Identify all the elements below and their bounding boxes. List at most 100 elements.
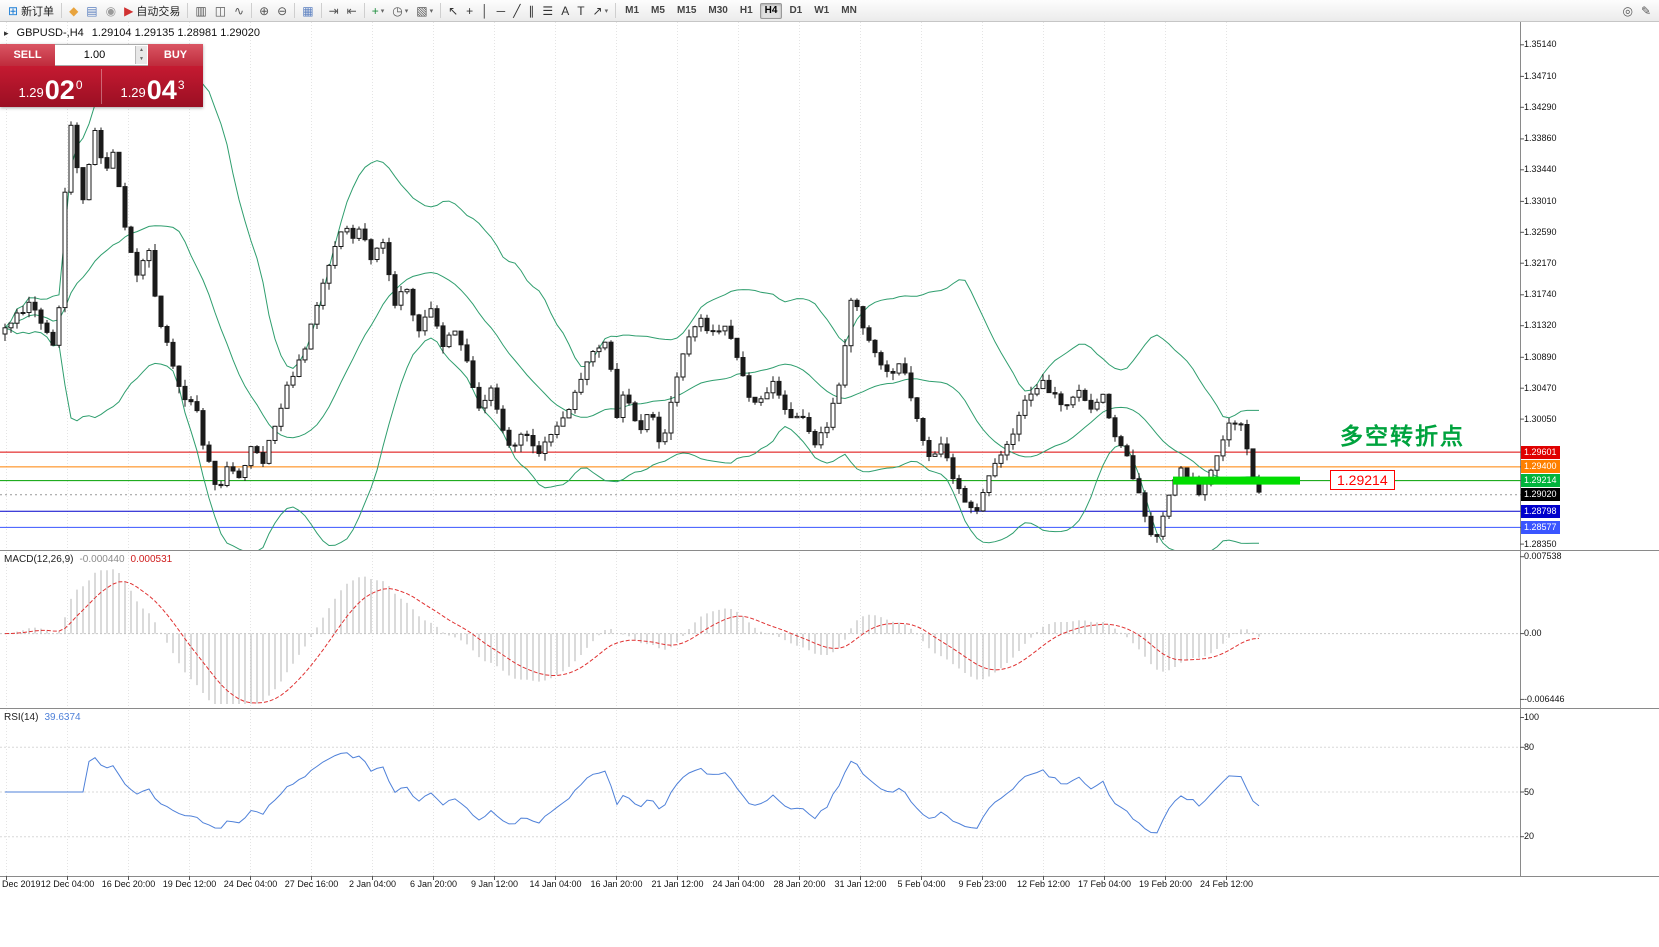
channel-icon: ∥ [528, 3, 535, 18]
volume-up-button[interactable]: ▲ [139, 47, 144, 53]
fibonacci-button[interactable]: ☰ [539, 1, 556, 20]
time-axis-label: 12 Feb 12:00 [1016, 879, 1071, 889]
trendline-button[interactable]: ╱ [510, 1, 523, 20]
time-axis-label: 24 Feb 12:00 [1199, 879, 1254, 889]
vertical-line-button[interactable]: │ [478, 1, 492, 20]
line-chart-button[interactable]: ∿ [231, 1, 247, 20]
candlestick-chart-button[interactable]: ◫ [212, 1, 229, 20]
timeframe-m1-button[interactable]: M1 [625, 4, 640, 16]
sell-button[interactable]: SELL [0, 44, 55, 66]
one-click-trading-panel: SELL ▲ ▼ BUY 1.29 02 0 1.29 04 3 [0, 44, 203, 107]
macd-axis-label: 0.007538 [1524, 551, 1562, 562]
autotrading-button[interactable]: ▶ 自动交易 [121, 1, 183, 20]
horizontal-line-button[interactable]: ─ [494, 1, 509, 20]
text-button[interactable]: A [558, 1, 572, 20]
price-axis-label: 1.33010 [1524, 195, 1557, 206]
candles [2, 121, 1262, 543]
search-button[interactable]: ◎ [1619, 1, 1635, 20]
volume-input[interactable] [55, 45, 148, 65]
time-axis-label: 17 Feb 04:00 [1077, 879, 1132, 889]
time-axis-label: 12 Dec 04:00 [40, 879, 95, 889]
auto-scroll-icon: ⇥ [328, 3, 339, 18]
dropdown-arrow-icon: ▾ [604, 7, 609, 15]
auto-scroll-button[interactable]: ⇥ [326, 1, 342, 20]
fibonacci-icon: ☰ [542, 3, 554, 18]
timeframe-d1-button[interactable]: D1 [789, 4, 803, 16]
timeframe-m30-button[interactable]: M30 [708, 4, 728, 16]
rsi-value: 39.6374 [44, 712, 81, 723]
arrows-button[interactable]: ↗ ▾ [590, 1, 612, 20]
new-order-button-label: 新订单 [21, 5, 55, 18]
rsi-axis-label: 100 [1524, 711, 1540, 722]
sell-price[interactable]: 1.29 02 0 [0, 66, 101, 107]
pencil-icon: ✎ [1640, 3, 1651, 18]
time-axis-label: 14 Jan 04:00 [529, 879, 582, 889]
price-axis-label: 1.34290 [1524, 101, 1557, 112]
news-button[interactable]: ◆ [66, 1, 81, 20]
toolbar-separator [187, 3, 189, 18]
buy-price-small: 1.29 [120, 85, 146, 100]
time-axis-label: 28 Jan 20:00 [773, 879, 826, 889]
price-axis-label: 1.32170 [1524, 257, 1557, 268]
indicators-icon: + [371, 3, 379, 18]
toolbar-separator [320, 3, 322, 18]
timeframe-h1-button[interactable]: H1 [739, 4, 753, 16]
channel-button[interactable]: ∥ [525, 1, 537, 20]
price-axis-badge: 1.29601 [1521, 445, 1560, 459]
price-axis-badge: 1.28798 [1521, 504, 1560, 518]
toolbar-separator [294, 3, 296, 18]
turning-point-annotation: 多空转折点 [1340, 423, 1465, 449]
timeframe-mn-button[interactable]: MN [841, 4, 857, 16]
sell-price-pip: 0 [75, 78, 83, 92]
indicators-button[interactable]: + ▾ [369, 1, 388, 20]
buy-price[interactable]: 1.29 04 3 [102, 66, 203, 107]
trade-panel-divider [101, 69, 102, 104]
dropdown-arrow-icon: ▾ [380, 7, 385, 15]
buy-button[interactable]: BUY [148, 44, 203, 66]
time-axis-label: 5 Feb 04:00 [897, 879, 946, 889]
autotrading-icon: ▶ [124, 3, 134, 18]
news-icon: ◆ [69, 3, 79, 18]
new-order-button[interactable]: ⊞ 新订单 [5, 1, 57, 20]
macd-signal-value: 0.000531 [130, 554, 173, 565]
timeframe-h4-button[interactable]: H4 [759, 2, 783, 19]
periods-button[interactable]: ◷ ▾ [389, 1, 411, 20]
toolbar-separator [440, 3, 442, 18]
timeframe-w1-button[interactable]: W1 [814, 4, 830, 16]
price-axis-label: 1.34710 [1524, 70, 1557, 81]
timeframe-m15-button[interactable]: M15 [676, 4, 697, 16]
bar-chart-button[interactable]: ▥ [192, 1, 209, 20]
templates-icon: ▧ [416, 3, 428, 18]
macd-main-value: -0.000440 [79, 554, 125, 565]
cursor-button[interactable]: ↖ [445, 1, 461, 20]
price-axis-label: 1.32590 [1524, 226, 1557, 237]
crosshair-button[interactable]: + [463, 1, 476, 20]
signals-button[interactable]: ◉ [103, 1, 119, 20]
level-price-label: 1.29214 [1330, 470, 1395, 490]
time-axis-label: Dec 2019 [2, 879, 41, 889]
tile-windows-button[interactable]: ▦ [299, 1, 316, 20]
label-icon: T [577, 3, 585, 18]
zoom-in-button[interactable]: ⊕ [256, 1, 272, 20]
price-axis-label: 1.28350 [1524, 538, 1557, 549]
market-watch-button[interactable]: ▤ [83, 1, 100, 20]
toolbar-separator [61, 3, 63, 18]
time-gridlines [6, 22, 1227, 876]
toolbar: ⊞ 新订单 ◆ ▤ ◉ ▶ 自动交易 ▥ ◫ ∿ ⊕ ⊖ ▦ ⇥ ⇤ + ▾ ◷ ▾ ▧ ▾ ↖ + │ ─ ╱ ∥ ☰ A T ↗ ▾ M1 M… [0, 0, 1659, 22]
templates-button[interactable]: ▧ ▾ [413, 1, 436, 20]
chart-shift-icon: ⇤ [346, 3, 357, 18]
line-chart-icon: ∿ [234, 3, 245, 18]
label-button[interactable]: T [574, 1, 587, 20]
timeframe-m5-button[interactable]: M5 [651, 4, 665, 16]
quick-edit-button[interactable]: ✎ [1638, 1, 1654, 20]
cursor-icon: ↖ [448, 3, 459, 18]
candlestick-chart-icon: ◫ [214, 3, 227, 18]
price-axis-badge: 1.29214 [1521, 474, 1560, 488]
volume-down-button[interactable]: ▼ [139, 56, 144, 62]
support-resistance-lines [0, 451, 1520, 528]
chart-shift-button[interactable]: ⇤ [344, 1, 360, 20]
one-click-collapse-arrow[interactable]: ▸ [4, 27, 9, 38]
zoom-out-button[interactable]: ⊖ [274, 1, 290, 20]
zoom-in-icon: ⊕ [259, 3, 270, 18]
